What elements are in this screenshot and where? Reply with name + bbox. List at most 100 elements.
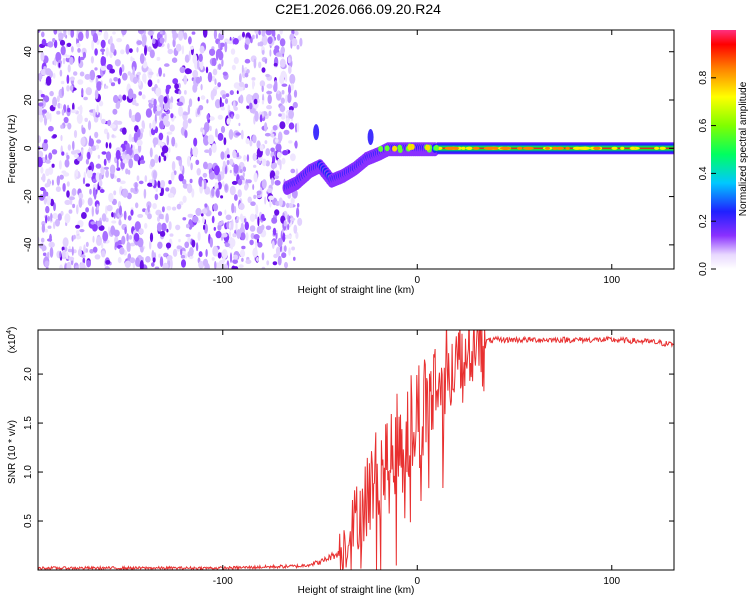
noise-blob <box>161 214 164 220</box>
noise-blob <box>203 224 206 230</box>
noise-blob <box>59 251 62 258</box>
noise-blob <box>127 88 134 100</box>
noise-blob <box>295 231 299 240</box>
noise-blob <box>105 47 109 57</box>
noise-blob <box>235 218 239 224</box>
noise-blob <box>92 178 97 183</box>
noise-blob <box>171 136 176 147</box>
top-x-tick-label: 100 <box>603 275 620 286</box>
noise-blob <box>113 94 119 104</box>
noise-blob <box>111 212 114 218</box>
noise-blob <box>72 203 76 209</box>
noise-blob <box>279 38 286 47</box>
noise-blob <box>241 257 244 262</box>
band-hotspot <box>472 146 480 150</box>
noise-blob <box>220 106 226 111</box>
noise-blob <box>238 81 245 88</box>
noise-blob <box>218 40 221 50</box>
noise-blob <box>83 96 88 101</box>
noise-blob <box>226 118 231 125</box>
noise-blob <box>273 62 278 67</box>
noise-blob <box>136 71 141 76</box>
noise-blob <box>269 170 276 182</box>
noise-blob <box>52 38 56 43</box>
noise-blob <box>230 241 234 250</box>
noise-blob <box>72 102 75 112</box>
noise-blob <box>176 101 184 107</box>
noise-blob <box>112 108 118 115</box>
noise-blob <box>92 246 98 253</box>
noise-blob <box>195 207 202 216</box>
noise-blob <box>275 52 283 57</box>
noise-blob <box>187 118 192 124</box>
noise-blob <box>261 49 265 55</box>
noise-blob <box>285 94 288 104</box>
noise-blob <box>85 241 89 248</box>
noise-blob <box>242 31 245 38</box>
noise-blob <box>136 175 140 182</box>
top-y-tick-label: -40 <box>23 237 34 252</box>
noise-blob <box>213 165 220 176</box>
noise-blob <box>65 251 69 260</box>
noise-blob <box>286 202 290 209</box>
noise-blob <box>189 46 194 50</box>
noise-blob <box>169 124 175 132</box>
noise-blob <box>91 206 95 217</box>
band-hotspot <box>551 146 558 150</box>
noise-blob <box>116 178 121 183</box>
noise-blob <box>252 134 257 144</box>
noise-blob <box>167 192 174 198</box>
noise-blob <box>42 173 46 183</box>
noise-blob <box>279 121 286 130</box>
noise-blob <box>60 45 66 56</box>
noise-blob <box>273 162 277 169</box>
bottom-x-tick-label: -100 <box>213 576 233 587</box>
band-hotspot <box>654 146 660 150</box>
noise-blob <box>79 262 86 269</box>
noise-blob <box>253 172 258 183</box>
noise-blob <box>143 188 147 199</box>
noise-blob <box>125 168 129 175</box>
noise-blob <box>213 226 216 231</box>
noise-blob <box>32 70 37 76</box>
noise-blob <box>135 257 140 267</box>
noise-blob <box>78 192 84 200</box>
noise-blob <box>249 108 256 114</box>
noise-blob <box>274 209 280 216</box>
noise-blob <box>96 81 102 87</box>
noise-blob <box>171 57 178 63</box>
noise-blob <box>178 238 181 243</box>
noise-blob <box>109 68 115 74</box>
bottom-x-tick-label: 100 <box>603 576 620 587</box>
bottom-x-axis-label: Height of straight line (km) <box>298 585 415 596</box>
noise-blob <box>59 174 64 180</box>
noise-blob <box>66 74 70 85</box>
noise-blob <box>45 205 50 214</box>
noise-blob <box>81 87 84 96</box>
noise-blob <box>266 90 273 95</box>
noise-blob <box>161 145 169 154</box>
noise-blob <box>121 30 127 36</box>
colorbar: 0.0 0.2 0.4 0.6 0.8 Normalized spectral ampl… <box>698 30 749 276</box>
noise-blob <box>282 232 286 243</box>
noise-blob <box>186 155 191 167</box>
noise-blob <box>246 105 250 109</box>
noise-blob <box>145 108 152 118</box>
band-hotspot <box>461 146 466 150</box>
noise-blob <box>240 232 246 241</box>
noise-blob <box>121 235 126 245</box>
noise-blob <box>188 36 192 45</box>
noise-blob <box>98 100 104 107</box>
noise-blob <box>191 31 196 35</box>
noise-blob <box>66 85 70 92</box>
noise-blob <box>38 150 44 158</box>
noise-blob <box>61 109 65 116</box>
noise-blob <box>279 74 285 85</box>
noise-blob <box>235 113 240 120</box>
noise-blob <box>44 228 48 233</box>
noise-blob <box>259 41 264 47</box>
noise-blob <box>161 222 167 232</box>
noise-blob <box>164 63 170 67</box>
noise-blob <box>261 67 266 73</box>
noise-blob <box>55 51 62 63</box>
